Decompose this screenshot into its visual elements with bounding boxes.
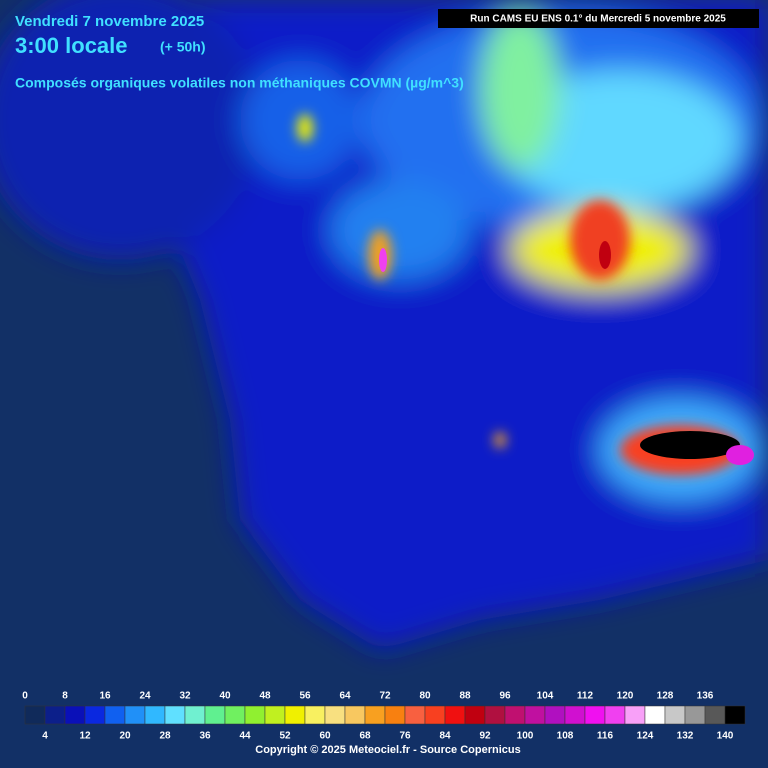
- legend-label: 48: [259, 691, 271, 702]
- legend-label: 84: [439, 731, 451, 742]
- footer: Copyright © 2025 Meteociel.fr - Source C…: [255, 744, 520, 756]
- legend-label: 116: [597, 731, 614, 742]
- legend-swatch: [524, 705, 546, 725]
- legend-label: 0: [22, 691, 28, 702]
- legend-swatch: [324, 705, 346, 725]
- legend-swatch: [684, 705, 706, 725]
- legend-label: 4: [42, 731, 48, 742]
- legend-label: 12: [79, 731, 91, 742]
- legend-label: 124: [637, 731, 654, 742]
- legend-swatch: [64, 705, 86, 725]
- legend-swatch: [224, 705, 246, 725]
- legend-label: 88: [459, 691, 471, 702]
- legend-swatch: [624, 705, 646, 725]
- legend-label: 56: [299, 691, 311, 702]
- variable-title: Composés organiques volatiles non méthan…: [15, 75, 464, 91]
- legend-label: 128: [657, 691, 674, 702]
- legend-swatch: [464, 705, 486, 725]
- legend-label: 72: [379, 691, 391, 702]
- legend-label: 28: [159, 731, 171, 742]
- run-box: [438, 9, 759, 28]
- legend-swatch: [704, 705, 726, 725]
- legend-label: 104: [537, 691, 554, 702]
- legend-swatch: [84, 705, 106, 725]
- legend-label: 100: [517, 731, 534, 742]
- legend-label: 132: [677, 731, 694, 742]
- legend-swatch: [444, 705, 466, 725]
- legend-label: 68: [359, 731, 371, 742]
- legend-label: 80: [419, 691, 431, 702]
- legend-label: 96: [499, 691, 511, 702]
- legend-label: 92: [479, 731, 491, 742]
- run-info: Run CAMS EU ENS 0.1° du Mercredi 5 novem…: [470, 14, 726, 25]
- legend-swatch: [164, 705, 186, 725]
- legend-label: 24: [139, 691, 151, 702]
- legend-label: 120: [617, 691, 634, 702]
- legend-swatch: [604, 705, 626, 725]
- forecast-time: 3:00 locale: [15, 33, 128, 58]
- legend-swatch: [24, 705, 46, 725]
- legend-swatch: [424, 705, 446, 725]
- legend-swatch: [564, 705, 586, 725]
- legend-label: 20: [119, 731, 131, 742]
- legend-swatch: [504, 705, 526, 725]
- forecast-date: Vendredi 7 novembre 2025: [15, 13, 204, 30]
- legend-swatch: [404, 705, 426, 725]
- legend-swatch: [664, 705, 686, 725]
- legend-swatch: [644, 705, 666, 725]
- legend-label: 64: [339, 691, 351, 702]
- legend-label: 60: [319, 731, 331, 742]
- legend-swatch: [144, 705, 166, 725]
- legend-swatch: [544, 705, 566, 725]
- legend-swatch: [244, 705, 266, 725]
- legend-label: 76: [399, 731, 411, 742]
- legend-label: 16: [99, 691, 111, 702]
- legend-swatch: [484, 705, 506, 725]
- legend-swatch: [124, 705, 146, 725]
- legend: 0 8 16 24 32 40 48 56 64 72 80 88 96 104 112 120 128 136 4…: [22, 691, 746, 742]
- legend-swatch: [724, 705, 746, 725]
- legend-label: 40: [219, 691, 231, 702]
- legend-label: 52: [279, 731, 291, 742]
- legend-swatch: [304, 705, 326, 725]
- lead-time: (+ 50h): [160, 39, 206, 55]
- legend-label: 8: [62, 691, 68, 702]
- legend-swatch: [264, 705, 286, 725]
- legend-label: 44: [239, 731, 251, 742]
- legend-swatch: [344, 705, 366, 725]
- legend-swatch: [44, 705, 66, 725]
- legend-swatch: [184, 705, 206, 725]
- legend-label: 112: [577, 691, 594, 702]
- legend-swatch: [584, 705, 606, 725]
- legend-swatch: [364, 705, 386, 725]
- legend-label: 36: [199, 731, 211, 742]
- legend-label: 140: [717, 731, 734, 742]
- legend-swatch: [104, 705, 126, 725]
- legend-swatch: [384, 705, 406, 725]
- legend-label: 32: [179, 691, 191, 702]
- legend-swatch: [284, 705, 306, 725]
- legend-label: 136: [697, 691, 714, 702]
- legend-swatch: [204, 705, 226, 725]
- legend-label: 108: [557, 731, 574, 742]
